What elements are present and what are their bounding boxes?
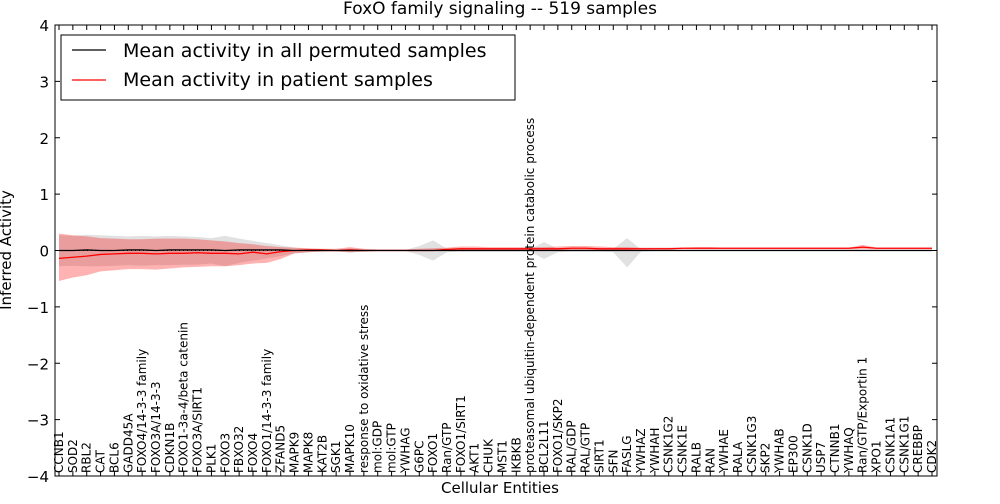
y-tick-label: 1 [39,186,49,204]
x-tick-label: FOXO1 [426,433,440,473]
x-tick-label: MAPK9 [288,432,302,473]
y-axis: −4 −3 −2 −1 0 1 2 3 4 [27,17,937,486]
x-tick-label: FOXO4 [246,433,260,473]
x-tick-label: response to oxidative stress [357,305,371,473]
x-tick-label: MST1 [495,440,509,473]
legend-box [60,34,516,101]
series-lines [58,246,932,260]
x-tick-label: CDK2 [925,440,939,473]
x-tick-label: YWHAB [773,428,787,474]
x-tick-label: FOXO1/SIRT1 [454,395,468,473]
x-tick-label: proteasomal ubiquitin-dependent protein … [523,118,537,473]
x-tick-label: FOXO4/14-3-3 family [135,349,149,473]
y-tick-label: 4 [39,17,49,35]
permuted-mean-line [59,249,932,252]
legend-label-permuted: Mean activity in all permuted samples [123,40,486,62]
y-tick-label: −1 [27,299,49,317]
legend-label-patient: Mean activity in patient samples [123,69,433,91]
x-tick-label: KAT2B [315,435,329,473]
x-tick-label: YWHAQ [842,427,856,474]
x-tick-label: CHUK [482,438,496,473]
x-tick-label: PLK1 [204,444,218,473]
y-tick-label: −4 [27,468,49,486]
x-tick-label: IKBKB [509,437,523,473]
x-tick-label: SGK1 [329,441,343,473]
y-tick-label: 2 [39,130,49,148]
x-tick-label: CSNK1G1 [897,416,911,473]
x-tick-label: CAT [94,449,108,473]
x-tick-label: SFN [606,450,620,474]
x-tick-label: AKT1 [468,443,482,473]
y-tick-label: −2 [27,355,49,373]
x-tick-label: mol:GTP [385,423,399,473]
x-tick-label: FASLG [620,435,634,473]
x-tick-label: SOD2 [66,439,80,473]
x-tick-label: CSNK1D [800,423,814,473]
y-tick-label: −3 [27,412,49,430]
y-tick-label: 3 [39,73,49,91]
x-tick-label: BCL6 [107,442,121,473]
x-tick-label: CSNK1G2 [662,416,676,473]
x-tick-label: MAPK10 [343,424,357,473]
x-tick-label: MAPK8 [301,432,315,473]
patient-mean-line [58,246,932,260]
x-tick-label: FOXO3A/SIRT1 [191,387,205,473]
plot-frame [54,24,938,477]
x-tick-label: XPO1 [870,440,884,473]
x-tick-label: RAL/GTP [579,423,593,473]
x-tick-label: RBL2 [80,442,94,473]
x-tick-label: RALA [731,441,745,473]
x-tick-label: CSNK1A1 [883,417,897,473]
patient-band [59,233,932,281]
x-tick-label: YWHAE [717,429,731,474]
x-tick-label: EP300 [786,435,800,473]
x-tick-label: Ran/GTP/Exportin 1 [856,357,870,473]
legend: Mean activity in all permuted samples Me… [60,34,516,101]
x-tick-label: RALB [689,442,703,473]
x-tick-label: G6PC [412,440,426,473]
x-tick-label: GADD45A [121,413,135,473]
x-tick-label: SIRT1 [592,439,606,473]
x-tick-label: ZFAND5 [274,425,288,473]
x-tick-label: CREBBP [911,425,925,473]
x-tick-label: FOXO1-3a-4/beta catenin [177,322,191,473]
y-tick-label: 0 [39,243,49,261]
x-tick-label: CCNB1 [52,431,66,473]
x-tick-label: CSNK1E [676,425,690,473]
x-tick-label: RAN [703,448,717,473]
x-tick-label: CDKN1B [163,423,177,473]
x-tick-label: FOXO3A/14-3-3 [149,381,163,473]
x-tick-label: YWHAH [648,428,662,474]
x-tick-label: FOXO1/SKP2 [551,398,565,473]
x-tick-label: FOXO1/14-3-3 family [260,349,274,473]
x-axis: CCNB1 SOD2 RBL2 CAT BCL6 GADD45A FOXO4/14-3-3 … [52,25,939,476]
x-tick-label: mol:GDP [371,421,385,473]
x-tick-label: RAL/GDP [565,420,579,473]
x-tick-label: FBXO32 [232,426,246,473]
x-tick-label: CTNNB1 [828,423,842,473]
x-tick-label: YWHAG [398,427,412,474]
x-tick-label: SKP2 [759,443,773,473]
x-tick-label: BCL2L11 [537,420,551,473]
x-tick-label: YWHAZ [634,428,648,474]
y-axis-label: Inferred Activity [0,190,15,310]
x-tick-label: Ran/GTP [440,422,454,473]
x-tick-label: USP7 [814,442,828,473]
x-tick-label: FOXO3 [218,433,232,473]
chart-title: FoxO family signaling -- 519 samples [343,0,657,19]
x-axis-label: Cellular Entities [441,479,559,497]
x-tick-label: CSNK1G3 [745,416,759,473]
